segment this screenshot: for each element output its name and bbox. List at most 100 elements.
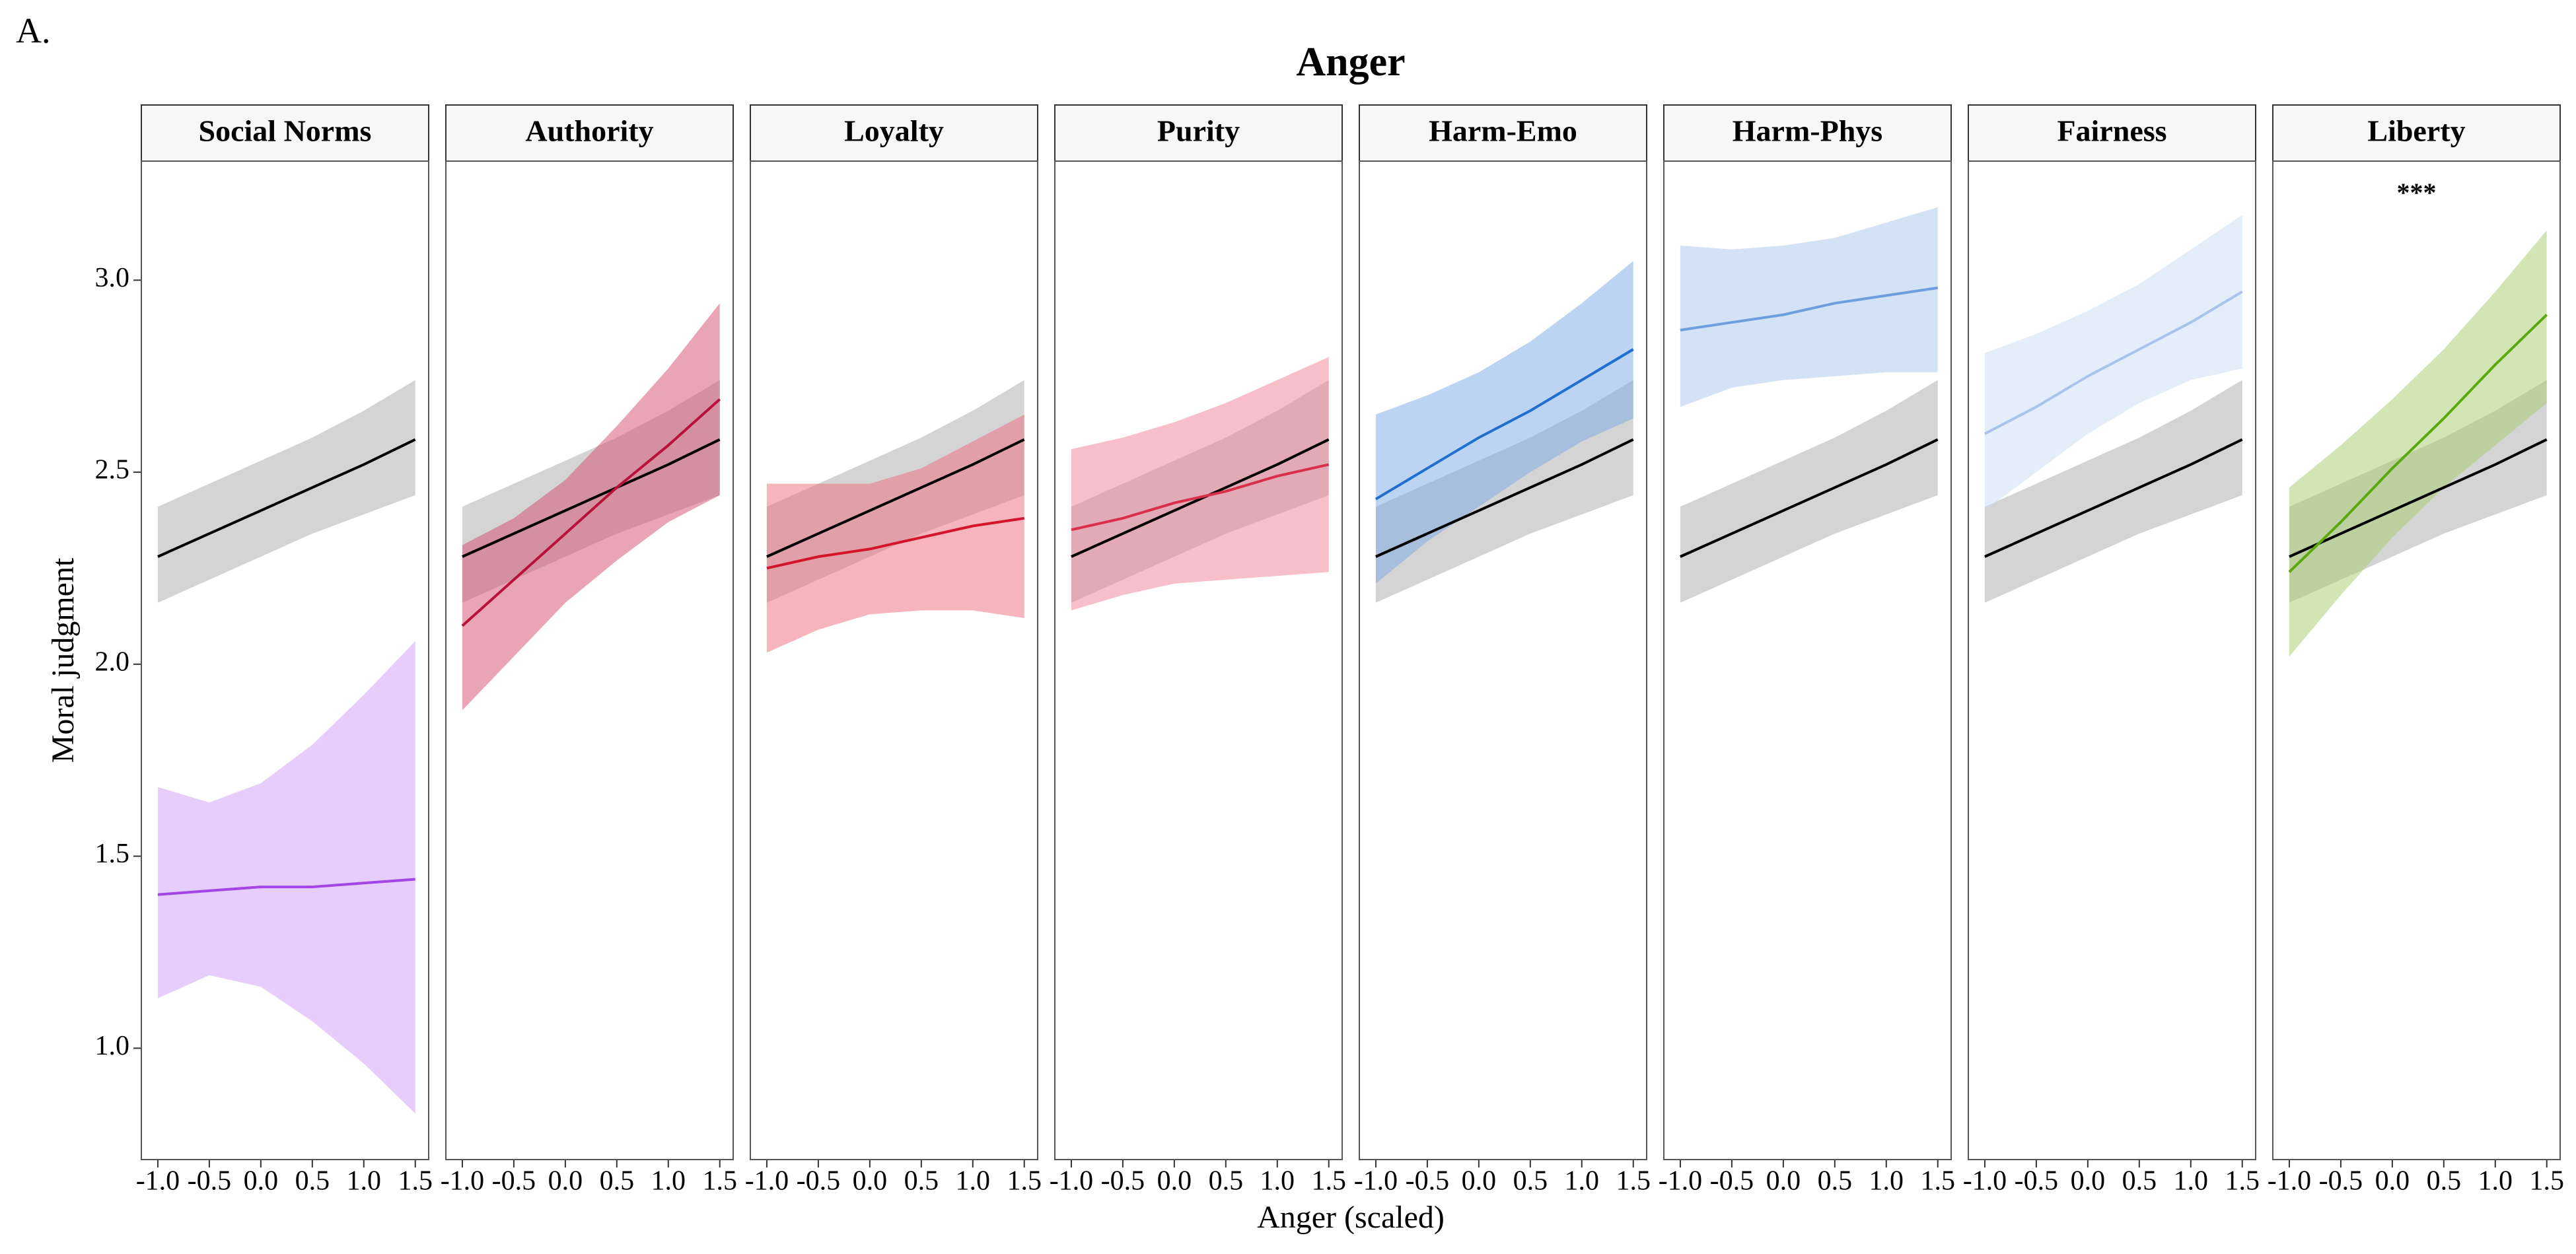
x-tick-label: 1.0 bbox=[347, 1166, 382, 1197]
panel-border bbox=[1359, 160, 1647, 1160]
confidence-band bbox=[462, 303, 720, 711]
x-tick-label: 1.5 bbox=[1007, 1166, 1042, 1197]
chart-title: Anger bbox=[1296, 40, 1405, 85]
trend-line bbox=[462, 438, 721, 558]
x-tick-label: 1.0 bbox=[2478, 1166, 2513, 1197]
x-tick-label: 0.5 bbox=[1818, 1166, 1853, 1197]
facet-title: Harm-Phys bbox=[1733, 114, 1882, 148]
trend-line bbox=[1680, 438, 1939, 558]
confidence-band bbox=[157, 380, 415, 603]
facet-strip bbox=[1968, 104, 2256, 162]
x-tick-label: 0.0 bbox=[1462, 1166, 1497, 1197]
confidence-band bbox=[1680, 380, 1938, 603]
x-tick-label: -1.0 bbox=[1354, 1166, 1398, 1197]
panel-border bbox=[2272, 160, 2561, 1160]
x-tick-label: -1.0 bbox=[745, 1166, 789, 1197]
y-tick-label: 2.0 bbox=[95, 646, 130, 677]
y-tick-label: 1.5 bbox=[95, 839, 130, 869]
x-tick-label: 0.5 bbox=[904, 1166, 939, 1197]
y-axis-label: Moral judgment bbox=[46, 557, 81, 763]
x-tick-label: 0.0 bbox=[2071, 1166, 2106, 1197]
x-tick-label: 1.5 bbox=[1920, 1166, 1955, 1197]
y-tick-label: 1.0 bbox=[95, 1031, 130, 1061]
panel-border bbox=[445, 160, 734, 1160]
x-tick-label: 1.5 bbox=[1616, 1166, 1651, 1197]
trend-line bbox=[2288, 314, 2548, 573]
x-tick-label: 1.0 bbox=[1260, 1166, 1295, 1197]
facet-title: Liberty bbox=[2367, 114, 2465, 148]
x-tick-label: 1.0 bbox=[956, 1166, 991, 1197]
trend-line bbox=[157, 878, 415, 896]
x-tick-label: 1.5 bbox=[398, 1166, 433, 1197]
x-tick-label: 0.5 bbox=[600, 1166, 635, 1197]
x-tick-label: 0.0 bbox=[853, 1166, 888, 1197]
x-tick-label: -0.5 bbox=[188, 1166, 232, 1197]
facet-strip bbox=[2272, 104, 2561, 162]
trend-line bbox=[1071, 463, 1330, 532]
facet-strip bbox=[1663, 104, 1952, 162]
x-tick-label: 0.5 bbox=[2122, 1166, 2157, 1197]
y-tick-label: 3.0 bbox=[95, 263, 130, 293]
facet-strip bbox=[1054, 104, 1343, 162]
x-tick-label: 1.5 bbox=[2529, 1166, 2564, 1197]
trend-line bbox=[1375, 348, 1634, 501]
trend-line bbox=[461, 398, 721, 627]
trend-line bbox=[157, 438, 416, 558]
x-tick-label: 0.0 bbox=[244, 1166, 279, 1197]
x-tick-label: 1.0 bbox=[1869, 1166, 1904, 1197]
x-tick-label: 1.5 bbox=[1311, 1166, 1346, 1197]
facet-title: Harm-Emo bbox=[1429, 114, 1577, 148]
x-tick-label: -1.0 bbox=[2268, 1166, 2312, 1197]
x-tick-label: -1.0 bbox=[1963, 1166, 2007, 1197]
x-tick-label: -1.0 bbox=[136, 1166, 180, 1197]
facet-title: Purity bbox=[1157, 114, 1240, 148]
trend-line bbox=[1071, 438, 1330, 558]
trend-line bbox=[766, 438, 1025, 558]
confidence-band bbox=[1984, 380, 2242, 603]
trend-line bbox=[1984, 438, 2243, 558]
x-tick-label: -0.5 bbox=[2319, 1166, 2363, 1197]
x-tick-label: -0.5 bbox=[1406, 1166, 1450, 1197]
y-tick-label: 2.5 bbox=[95, 455, 130, 485]
x-tick-label: 0.0 bbox=[2375, 1166, 2410, 1197]
x-axis-label: Anger (scaled) bbox=[1257, 1200, 1445, 1235]
facet-title: Fairness bbox=[2057, 114, 2166, 148]
x-tick-label: 1.5 bbox=[2225, 1166, 2260, 1197]
x-tick-label: 1.0 bbox=[1565, 1166, 1600, 1197]
x-tick-label: 0.0 bbox=[1157, 1166, 1192, 1197]
confidence-band bbox=[766, 414, 1024, 653]
facet-title: Authority bbox=[525, 114, 653, 148]
panel-border bbox=[750, 160, 1038, 1160]
facet-strip bbox=[141, 104, 429, 162]
confidence-band bbox=[1375, 261, 1633, 584]
x-tick-label: 0.5 bbox=[1513, 1166, 1548, 1197]
x-tick-label: 1.0 bbox=[651, 1166, 686, 1197]
trend-line bbox=[2289, 438, 2548, 558]
trend-line bbox=[1984, 290, 2243, 435]
panel-border bbox=[141, 160, 429, 1160]
x-tick-label: -1.0 bbox=[441, 1166, 485, 1197]
panel-border bbox=[1054, 160, 1343, 1160]
panel-border bbox=[1663, 160, 1952, 1160]
facet-title: Social Norms bbox=[199, 114, 372, 148]
panel-border bbox=[1968, 160, 2256, 1160]
facet-title: Loyalty bbox=[844, 114, 944, 148]
x-tick-label: 1.5 bbox=[702, 1166, 737, 1197]
confidence-band bbox=[1680, 207, 1938, 407]
x-tick-label: 0.5 bbox=[1209, 1166, 1244, 1197]
x-tick-label: 0.0 bbox=[1766, 1166, 1801, 1197]
x-tick-label: 1.0 bbox=[2174, 1166, 2209, 1197]
trend-line bbox=[1680, 286, 1938, 331]
x-tick-label: -1.0 bbox=[1659, 1166, 1703, 1197]
x-tick-label: -0.5 bbox=[1710, 1166, 1754, 1197]
facet-strip bbox=[750, 104, 1038, 162]
x-tick-label: 0.5 bbox=[2427, 1166, 2462, 1197]
panel-label: A. bbox=[16, 11, 51, 50]
x-tick-label: -1.0 bbox=[1050, 1166, 1094, 1197]
x-tick-label: -0.5 bbox=[1101, 1166, 1145, 1197]
confidence-band bbox=[157, 641, 415, 1114]
x-tick-label: 0.5 bbox=[295, 1166, 330, 1197]
significance-annotation: *** bbox=[2397, 178, 2437, 207]
trend-line bbox=[1375, 438, 1634, 558]
